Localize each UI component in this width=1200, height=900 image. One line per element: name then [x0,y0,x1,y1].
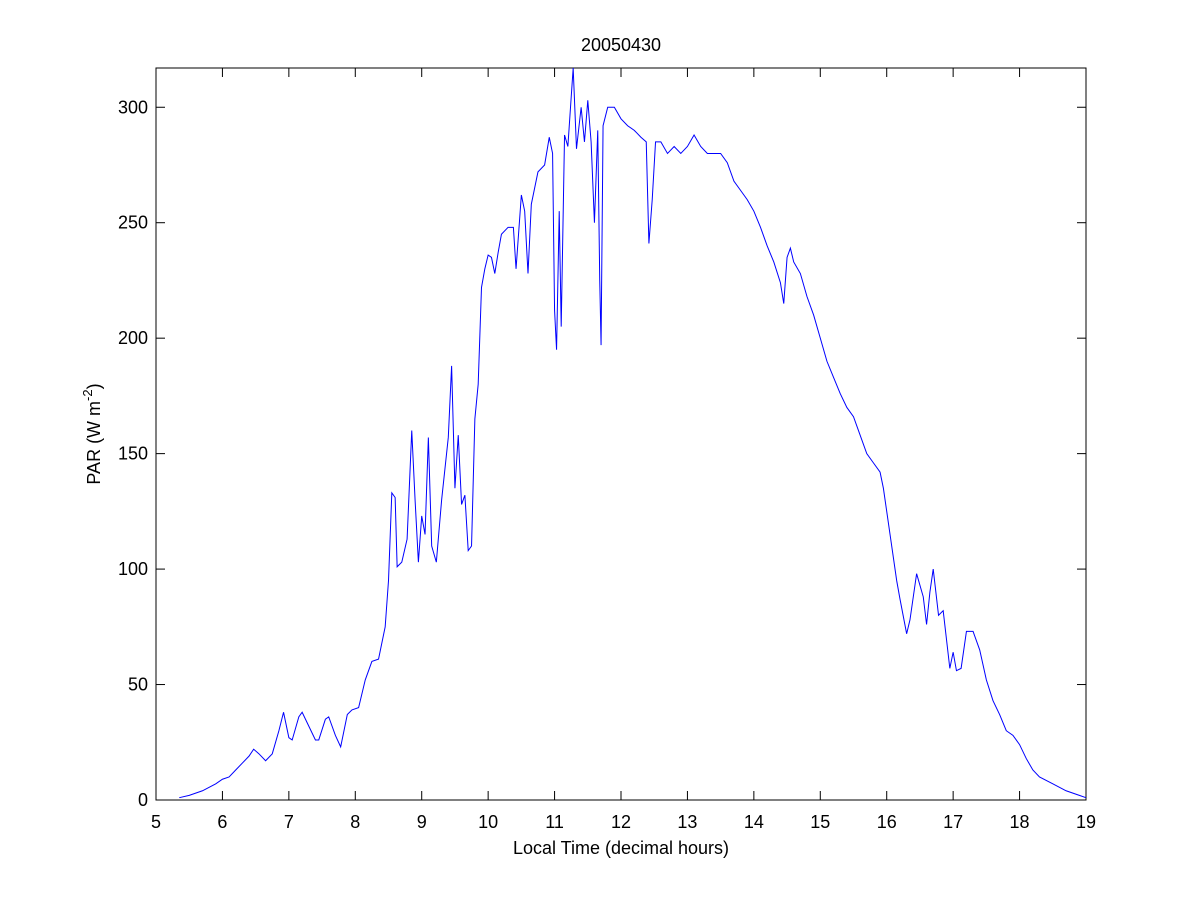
x-tick-label: 10 [478,812,498,832]
x-tick-label: 5 [151,812,161,832]
plot-box [155,67,1087,801]
data-line [179,67,1087,799]
y-label-superscript: -2 [80,389,95,401]
x-tick-label: 15 [810,812,830,832]
y-tick-label: 100 [118,559,148,579]
x-tick-label: 6 [217,812,227,832]
x-tick-label: 14 [744,812,764,832]
x-tick-label: 11 [545,812,564,832]
y-tick-label: 50 [128,675,148,695]
x-tick-label: 12 [611,812,631,832]
y-tick-label: 150 [118,444,148,464]
chart-title: 20050430 [581,35,661,55]
x-axis-label: Local Time (decimal hours) [513,838,729,858]
y-tick-label: 250 [118,213,148,233]
x-tick-label: 7 [284,812,294,832]
x-tick-label: 18 [1010,812,1030,832]
x-tick-label: 17 [943,812,963,832]
x-tick-label: 9 [417,812,427,832]
x-tick-label: 16 [877,812,897,832]
x-tick-label: 8 [350,812,360,832]
x-tick-label: 13 [677,812,697,832]
x-tick-label: 19 [1076,812,1096,832]
y-label-suffix: ) [84,383,104,389]
y-tick-label: 0 [138,790,148,810]
y-tick-label: 300 [118,97,148,117]
y-tick-label: 200 [118,328,148,348]
y-axis-label: PAR (W m-2) [80,383,104,484]
y-label-text: PAR (W m [84,401,104,485]
